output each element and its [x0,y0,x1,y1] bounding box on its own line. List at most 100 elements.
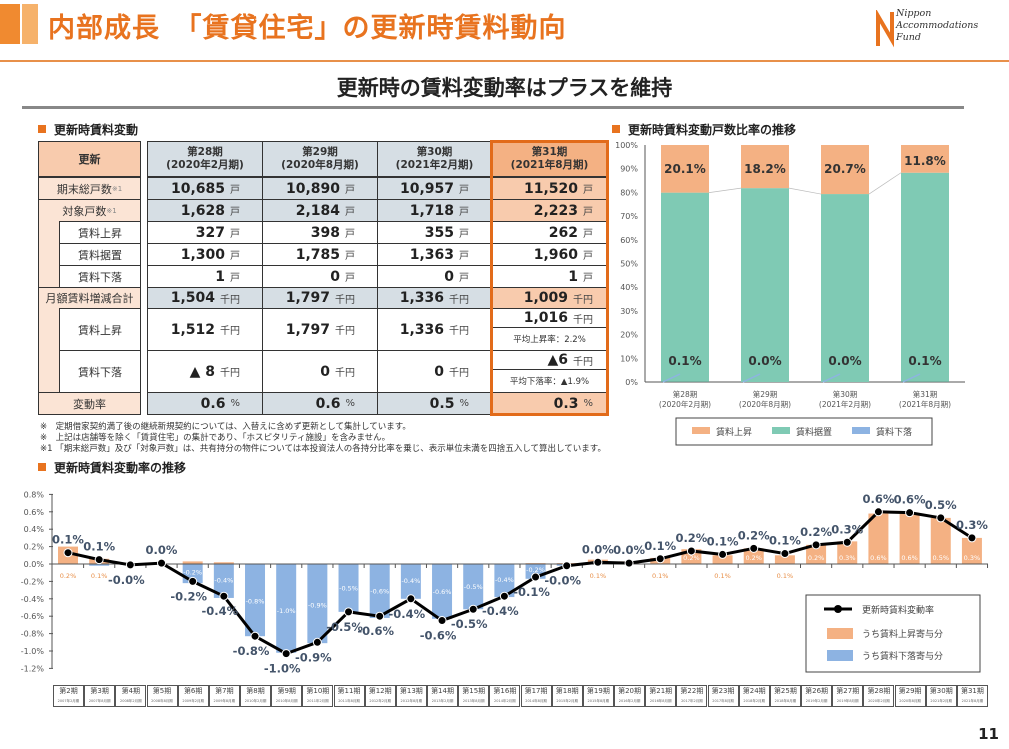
period-name: 第28期 [187,146,223,158]
row-label-cell: 月額賃料増減合計 [38,287,141,309]
unit: 千円 [220,294,240,306]
unit: 千円 [220,368,240,379]
period-label-cell: 第27期 2019年8月期 [832,685,864,707]
x-tick-label: 第29期 [753,389,778,399]
unit: % [230,398,240,409]
unit: 戸 [230,273,240,284]
rate-label: -0.4% [202,604,239,618]
period-name: 第23期 [711,687,735,695]
value: 262 [548,224,578,241]
row-stripe [38,265,60,287]
rate-label: 0.2% [800,525,832,539]
period-sub: 2014年8月期 [525,699,547,703]
value-cell: 1,009 千円 [491,287,608,309]
period-label-cell: 第20期 2016年2月期 [614,685,646,707]
value-cell: 327 戸 [147,221,263,244]
period-label-cell: 第2期 2007年2月期 [53,685,84,707]
period-label-cell: 第15期 2013年8月期 [458,685,490,707]
legend-box [675,417,933,446]
period-label-cell: 第24期 2018年2月期 [738,685,770,707]
period-label-cell: 第3期 2007年8月期 [84,685,116,707]
rate-label: -0.4% [389,607,426,621]
rate-marker [281,649,291,659]
section-title-ratio-chart: 更新時賃料変動戸数比率の推移 [612,121,796,138]
period-name: 第8期 [246,687,265,695]
unit: 戸 [583,273,593,284]
unit: 千円 [220,326,240,337]
x-tick-sublabel: (2021年8月期) [899,399,951,409]
value-cell: 0 千円 [262,350,378,393]
period-label-cell: 第29期 2020年8月期 [894,685,926,707]
bar-label-up: 0.5% [933,554,950,562]
rate-label: -0.0% [108,573,145,587]
rate-marker [593,557,603,567]
row-stripe [38,243,60,265]
row-label: 賃料上昇 [78,323,122,337]
value-cell: 1,628 戸 [147,199,263,222]
row-label-cell: 変動率 [38,392,141,415]
period-name: 第11期 [337,687,361,695]
row-label-cell: 期末総戸数 ※1 [38,177,141,200]
bar-rent-down-contribution [338,564,359,612]
period-header-cell: 第29期 (2020年8月期) [262,141,378,177]
period-label-cell: 第6期 2009年2月期 [177,685,209,707]
row-label: 月額賃料増減合計 [45,292,134,305]
bar-label-down: -0.4% [214,577,233,585]
value: 327 [195,224,225,241]
section-title-table: 更新時賃料変動 [38,121,138,138]
rate-label: 0.2% [738,528,770,542]
bar-segment-down [662,373,681,383]
rate-label: 0.1% [644,539,676,553]
rate-marker [749,543,759,553]
legend-label: 賃料下落 [876,426,912,438]
period-name: 第17期 [524,687,548,695]
rate-label: 0.6% [862,492,894,506]
value: 1,336 [399,321,444,338]
bar-rent-down-contribution [400,564,421,599]
x-tick-label: 第31期 [913,389,938,399]
period-label-cell: 第19期 2015年8月期 [582,685,614,707]
bar-segment-flat [821,194,869,382]
rate-marker [936,513,946,523]
legend-swatch [772,427,790,434]
rate-line [67,510,973,656]
period-label-cell: 第9期 2010年8月期 [271,685,303,707]
value-cell: 10,957 戸 [377,177,492,200]
unit: % [583,398,593,409]
rate-marker [780,549,790,559]
value: 11,520 [523,180,578,197]
period-name: 第29期 [898,687,922,695]
value: 355 [424,224,454,241]
data-label-up: 11.8% [904,154,946,168]
legend-label: 賃料上昇 [716,426,752,438]
rate-label: 0.5% [925,498,957,512]
period-sub: 2015年8月期 [587,699,610,703]
rate-marker [344,607,354,617]
rate-label: -1.0% [264,662,301,676]
period-sub: 2011年2月期 [307,699,329,703]
period-name: 第28期 [867,687,891,695]
rate-label: 0.0% [582,542,614,556]
period-sub: 2017年8月期 [712,699,734,703]
rate-label: 0.0% [146,543,178,557]
y-tick-label: 70% [620,212,638,221]
value-cell: 1,300 戸 [147,243,263,266]
rate-label: -0.5% [326,620,363,634]
period-name: 第20期 [618,687,641,695]
rate-marker [437,616,447,626]
value-cell: 0 千円 [377,350,492,393]
unit: 千円 [573,294,593,306]
rate-label: 0.1% [52,533,84,547]
period-sub: 2014年2月期 [494,699,516,703]
divider [22,106,964,109]
unit: 千円 [573,356,593,368]
period-label-cell: 第4期 2008年2月期 [115,685,147,707]
bar-rent-up-contribution [182,561,203,564]
period-name: 第12期 [368,687,392,695]
period-name: 第16期 [493,687,517,695]
bar-segment-flat [661,192,709,382]
row-label: 期末総戸数 [56,182,112,196]
bar-rent-down-contribution [494,564,515,598]
